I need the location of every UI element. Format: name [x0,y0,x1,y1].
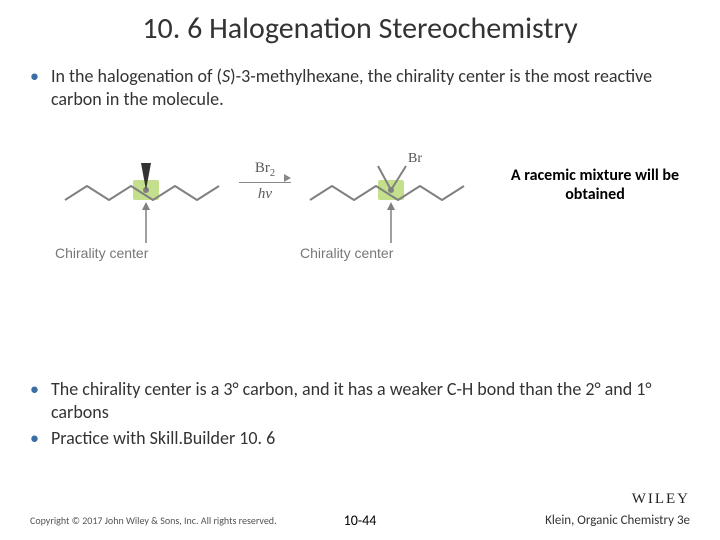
book-title: Klein, Organic Chemistry 3e [545,513,690,528]
bullet-3-text: Practice with Skill.Builder 10. 6 [51,427,690,450]
bottom-bullets: • The chirality center is a 3° carbon, a… [0,378,720,454]
br-atom-label: Br [408,151,422,166]
bullet-1: • In the halogenation of (S)-3-methylhex… [30,65,690,110]
reaction-arrow [239,182,291,183]
top-bullets: • In the halogenation of (S)-3-methylhex… [0,47,720,110]
bullet-2: • The chirality center is a 3° carbon, a… [30,378,690,423]
chirality-label-left: Chirality center [55,245,148,261]
slide-title: 10. 6 Halogenation Stereochemistry [0,0,720,47]
bullet-dot: • [30,378,39,423]
racemic-note: A racemic mixture will be obtained [500,166,690,204]
reactant-molecule [55,148,230,258]
reaction-figure: Br2 hv Br Chirality center Chirality cen… [0,130,720,310]
reagent-sub: 2 [270,168,275,179]
arrow-head-icon [284,174,291,182]
bullet-2-text: The chirality center is a 3° carbon, and… [51,378,690,423]
publisher-logo: WILEY [632,491,690,508]
bullet-3: • Practice with Skill.Builder 10. 6 [30,427,690,450]
reagent-hv: hv [235,186,295,203]
bullet-1-pre: In the halogenation of ( [51,65,222,87]
product-molecule: Br [300,148,475,258]
page-number: 10-44 [344,512,377,529]
bullet-1-ital: S [222,65,230,87]
chirality-label-right: Chirality center [300,245,393,261]
reagent-br: Br [255,160,270,176]
bullet-dot: • [30,65,39,110]
bullet-dot: • [30,427,39,450]
footer: Copyright © 2017 John Wiley & Sons, Inc.… [0,513,720,528]
bullet-text: In the halogenation of (S)-3-methylhexan… [51,65,690,110]
copyright-text: Copyright © 2017 John Wiley & Sons, Inc.… [30,514,277,527]
